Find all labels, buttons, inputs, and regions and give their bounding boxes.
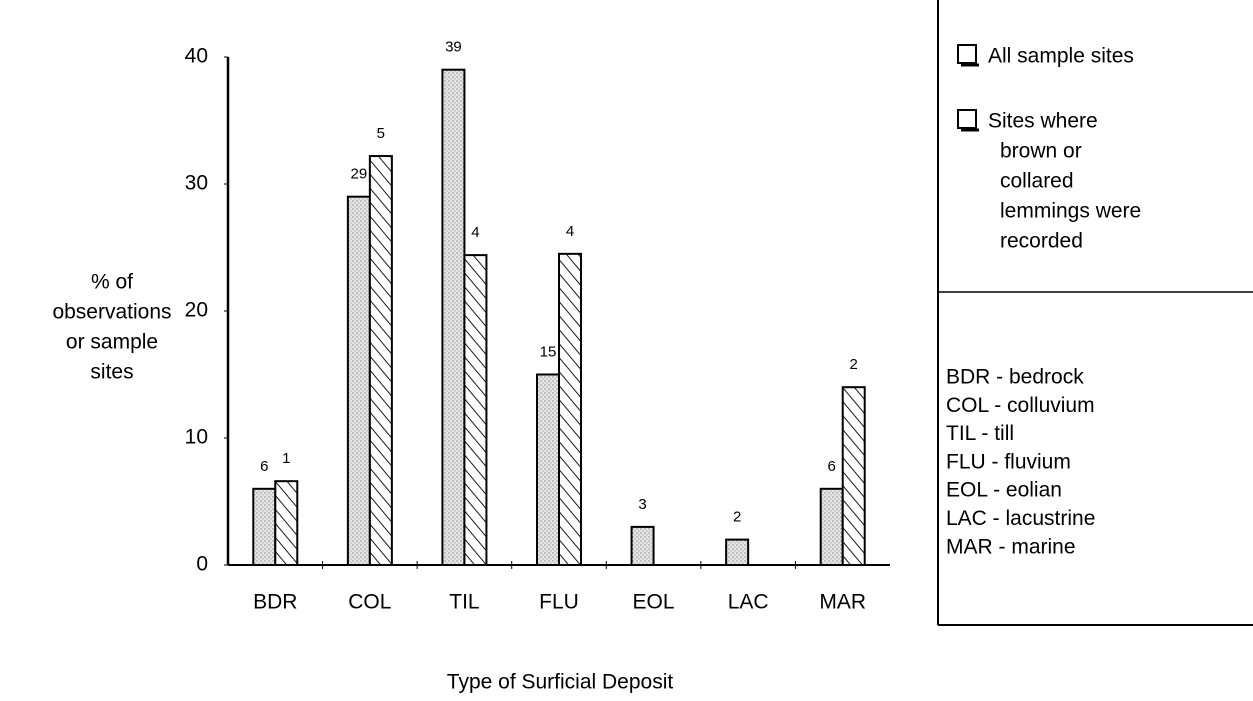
- bar: [252, 487, 277, 566]
- y-axis-label: or sample: [66, 331, 158, 354]
- data-label: 2: [850, 356, 858, 373]
- key-entry: COL - colluvium: [946, 394, 1095, 417]
- legend-box: [937, 0, 1253, 626]
- y-tick-label: 40: [185, 45, 208, 68]
- y-tick-label: 30: [185, 172, 208, 195]
- legend-label: lemmings were: [1000, 200, 1141, 223]
- x-tick-label: LAC: [728, 591, 769, 614]
- key-entry: TIL - till: [946, 422, 1014, 445]
- legend-label: brown or: [1000, 140, 1082, 163]
- data-label: 6: [260, 458, 268, 475]
- y-tick-label: 10: [185, 426, 208, 449]
- bar: [346, 195, 371, 566]
- data-label: 29: [351, 166, 368, 183]
- key-entry: EOL - eolian: [946, 479, 1062, 502]
- x-tick-label: TIL: [449, 591, 479, 614]
- y-tick-label: 0: [196, 553, 208, 576]
- bar: [558, 252, 582, 566]
- bar: [725, 538, 750, 566]
- legend-label: All sample sites: [988, 45, 1134, 68]
- x-tick-label: FLU: [539, 591, 579, 614]
- x-tick-label: COL: [348, 591, 391, 614]
- data-label: 39: [445, 39, 462, 56]
- bar: [536, 373, 560, 566]
- y-axis-label: % of: [91, 271, 133, 294]
- data-label: 4: [566, 223, 574, 240]
- data-label: 2: [733, 509, 741, 526]
- x-tick-label: MAR: [819, 591, 866, 614]
- legend-label: Sites where: [988, 110, 1098, 133]
- bar: [441, 68, 466, 566]
- data-label: 3: [638, 496, 646, 513]
- key-entry: FLU - fluvium: [946, 450, 1071, 473]
- x-tick-label: EOL: [633, 591, 675, 614]
- legend-label: collared: [1000, 170, 1074, 193]
- data-label: 5: [377, 125, 385, 142]
- bar: [463, 254, 488, 566]
- y-axis-label: observations: [52, 301, 171, 324]
- bar: [841, 386, 866, 567]
- y-tick-label: 20: [185, 299, 208, 322]
- bar: [274, 480, 299, 566]
- key-entry: LAC - lacustrine: [946, 507, 1095, 530]
- legend-swatch: [957, 109, 977, 129]
- x-axis-label: Type of Surficial Deposit: [447, 671, 674, 694]
- x-tick-label: BDR: [253, 591, 297, 614]
- data-label: 15: [540, 343, 557, 360]
- legend-swatch: [957, 44, 977, 64]
- bar: [368, 155, 393, 566]
- data-label: 6: [828, 458, 836, 475]
- key-entry: BDR - bedrock: [946, 366, 1084, 389]
- bar: [819, 487, 844, 566]
- data-label: 1: [282, 450, 290, 467]
- y-axis-label: sites: [90, 361, 133, 384]
- data-label: 4: [471, 224, 479, 241]
- bar: [630, 525, 655, 567]
- legend-label: recorded: [1000, 230, 1083, 253]
- key-entry: MAR - marine: [946, 535, 1076, 558]
